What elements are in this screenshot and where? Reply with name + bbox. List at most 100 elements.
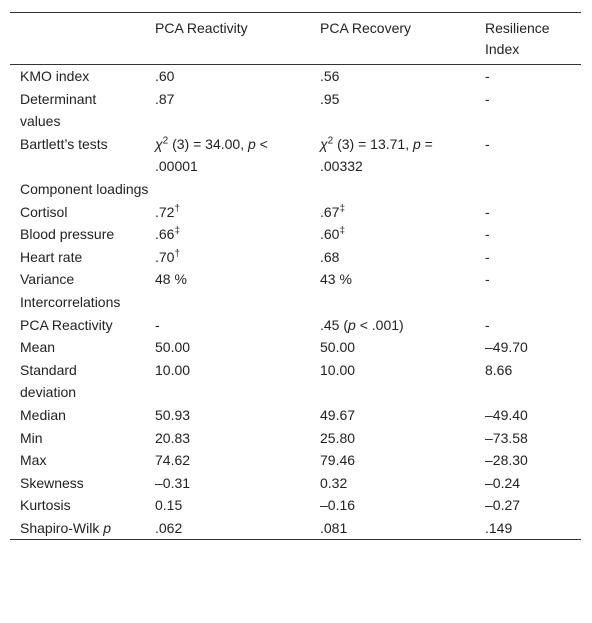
cell: - <box>485 248 490 265</box>
table-row: PCA Reactivity - .45 (p < .001) - <box>10 314 581 337</box>
header-row: PCA Reactivity PCA Recovery Resilience I… <box>10 12 581 65</box>
cell: .60 <box>155 68 175 84</box>
cell: 10.00 <box>155 361 191 378</box>
cell: –0.31 <box>155 474 191 491</box>
cell: 43 % <box>320 271 352 288</box>
cell: .45 (p < .001) <box>310 314 475 337</box>
italic-text: p <box>248 135 256 152</box>
italic-text: p <box>348 316 356 333</box>
text-run: Shapiro-Wilk <box>20 519 104 536</box>
table-row: Min 20.83 25.80 –73.58 <box>10 427 581 450</box>
table-row: KMO index .60 .56 - <box>10 65 581 88</box>
cell: χ2 (3) = 34.00, p < .00001 <box>145 133 310 178</box>
table-row: Shapiro-Wilk p .062 .081 .149 <box>10 517 581 540</box>
superscript: ‡ <box>174 225 181 237</box>
row-label: Kurtosis <box>20 497 71 514</box>
text-run: = .00332 <box>320 135 433 175</box>
cell: .149 <box>485 519 513 536</box>
header-cell: PCA Recovery <box>320 20 412 36</box>
cell: .68 <box>320 248 340 265</box>
cell: 74.62 <box>155 452 191 469</box>
section-label: Intercorrelations <box>20 293 121 310</box>
cell: - <box>485 90 490 107</box>
cell: .70† <box>145 246 310 269</box>
superscript: ‡ <box>339 202 346 214</box>
row-label: Mean <box>20 339 56 356</box>
table-row: Determinant values .87 .95 - <box>10 88 581 133</box>
text-run: .45 ( <box>320 316 349 333</box>
row-label: Cortisol <box>20 203 68 220</box>
cell: –49.40 <box>485 406 528 423</box>
cell: - <box>485 68 490 84</box>
text-run: (3) = 13.71, <box>333 135 413 152</box>
table-row: Intercorrelations <box>10 291 581 314</box>
cell: 48 % <box>155 271 187 288</box>
text-run: .67 <box>320 203 340 220</box>
italic-text: p <box>103 519 112 536</box>
cell: –49.70 <box>485 339 528 356</box>
italic-text: p <box>413 135 421 152</box>
cell: .062 <box>155 519 183 536</box>
row-label: Heart rate <box>20 248 83 265</box>
table-body: KMO index .60 .56 - Determinant values .87 .95… <box>10 65 581 540</box>
row-label: Shapiro-Wilk p <box>10 517 145 540</box>
cell: –0.24 <box>485 474 521 491</box>
superscript: 2 <box>327 135 334 147</box>
cell: .56 <box>320 68 340 84</box>
cell: .60‡ <box>310 223 475 246</box>
row-label: Min <box>20 429 43 446</box>
row-label: Skewness <box>20 474 84 491</box>
table-header: PCA Reactivity PCA Recovery Resilience I… <box>10 12 581 65</box>
italic-text: χ <box>320 135 328 152</box>
table-row: Kurtosis 0.15 –0.16 –0.27 <box>10 494 581 517</box>
data-table: PCA Reactivity PCA Recovery Resilience I… <box>10 12 581 540</box>
cell: 0.15 <box>155 497 183 514</box>
cell: .87 <box>155 90 175 107</box>
row-label: Blood pressure <box>20 226 115 243</box>
row-label: Max <box>20 452 47 469</box>
text-run: (3) = 34.00, <box>168 135 248 152</box>
table-row: Blood pressure .66‡ .60‡ - <box>10 223 581 246</box>
cell: .95 <box>320 90 340 107</box>
row-label: PCA Reactivity <box>20 316 113 333</box>
header-cell <box>10 13 145 65</box>
italic-text: χ <box>155 135 163 152</box>
text-run: .70 <box>155 248 175 265</box>
row-label: Variance <box>20 271 75 288</box>
table-row: Median 50.93 49.67 –49.40 <box>10 404 581 427</box>
table-row: Skewness –0.31 0.32 –0.24 <box>10 472 581 495</box>
cell: –73.58 <box>485 429 528 446</box>
text-run: .60 <box>320 226 340 243</box>
cell: - <box>485 271 490 288</box>
cell: 8.66 <box>485 361 513 378</box>
header-cell: Resilience Index <box>485 20 550 57</box>
table-row: Bartlett’s tests χ2 (3) = 34.00, p < .000… <box>10 133 581 178</box>
cell: .081 <box>320 519 348 536</box>
superscript: † <box>174 248 181 260</box>
cell: - <box>155 316 160 333</box>
table-row: Variance 48 % 43 % - <box>10 268 581 291</box>
cell: .67‡ <box>310 201 475 224</box>
cell: 50.00 <box>155 339 191 356</box>
superscript: ‡ <box>339 225 346 237</box>
table-row: Component loadings <box>10 178 581 201</box>
cell: 20.83 <box>155 429 191 446</box>
row-label: KMO index <box>20 68 90 84</box>
row-label: Standard deviation <box>20 361 77 401</box>
cell: 0.32 <box>320 474 348 491</box>
superscript: 2 <box>162 135 169 147</box>
cell: χ2 (3) = 13.71, p = .00332 <box>310 133 475 178</box>
cell: –0.27 <box>485 497 521 514</box>
table-row: Standard deviation 10.00 10.00 8.66 <box>10 359 581 404</box>
cell: .72† <box>145 201 310 224</box>
header-cell: PCA Reactivity <box>155 20 248 36</box>
cell: 49.67 <box>320 406 356 423</box>
row-label: Median <box>20 406 66 423</box>
text-run: .66 <box>155 226 175 243</box>
section-label: Component loadings <box>20 180 149 197</box>
cell: - <box>485 316 490 333</box>
table-row: Max 74.62 79.46 –28.30 <box>10 449 581 472</box>
cell: - <box>485 226 490 243</box>
text-run: < .00001 <box>155 135 268 175</box>
row-label: Bartlett’s tests <box>20 135 108 152</box>
